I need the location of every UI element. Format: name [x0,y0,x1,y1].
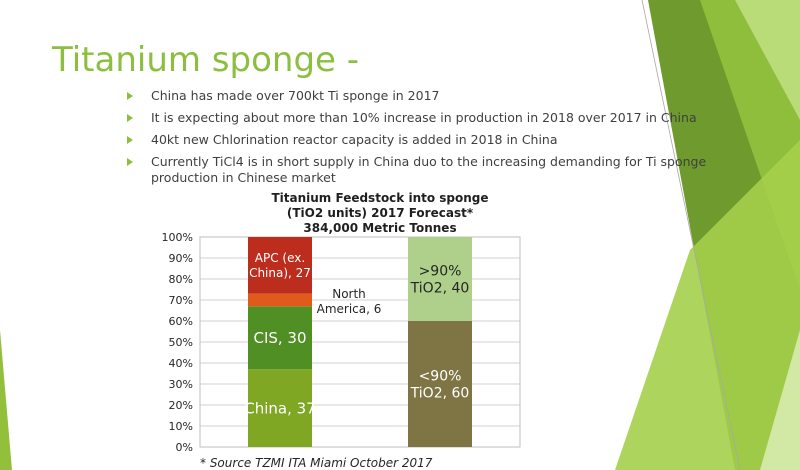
y-tick-label: 0% [176,441,193,454]
bullet-arrow-icon [127,136,133,144]
y-tick-label: 40% [169,357,193,370]
bullet-arrow-icon [127,92,133,100]
bullet-text: It is expecting about more than 10% incr… [151,110,697,125]
decor-corner-band [760,330,800,470]
data-label: North [332,287,366,301]
decor-light-band [735,0,800,120]
data-label: >90% [419,263,462,279]
data-label: TiO2, 60 [410,385,470,401]
plot-area [199,236,521,448]
bar-segment [248,237,312,294]
bar-segment [248,306,312,370]
chart-title-line: (TiO2 units) 2017 Forecast* [287,206,474,220]
y-tick-label: 90% [169,252,193,265]
data-label: CIS, 30 [253,329,306,347]
bullet-arrow-icon [127,114,133,122]
feedstock-chart: Titanium Feedstock into sponge(TiO2 unit… [162,191,521,454]
bar-segment [408,237,472,321]
bullet-text: 40kt new Chlorination reactor capacity i… [151,132,558,147]
y-tick-label: 30% [169,378,193,391]
data-label: China, 37 [244,399,315,417]
bullet-list: China has made over 700kt Ti sponge in 2… [127,88,707,192]
chart-title-line: 384,000 Metric Tonnes [303,221,456,235]
data-label: TiO2, 40 [410,280,470,296]
bar-segment [408,321,472,447]
y-tick-label: 10% [169,420,193,433]
data-label: APC (ex. [255,251,305,265]
data-label: America, 6 [317,302,382,316]
bullet-item: Currently TiCl4 is in short supply in Ch… [127,154,707,186]
bar-segment [248,293,312,307]
decor-line [641,0,741,470]
data-label: China), 27 [249,266,311,280]
y-tick-label: 70% [169,294,193,307]
bullet-item: China has made over 700kt Ti sponge in 2… [127,88,707,104]
y-tick-label: 50% [169,336,193,349]
decor-lower-band [615,140,800,470]
y-tick-label: 100% [162,231,193,244]
y-tick-label: 60% [169,315,193,328]
slide-title: Titanium sponge - [52,40,360,80]
data-label: <90% [419,368,462,384]
bullet-text: China has made over 700kt Ti sponge in 2… [151,88,440,103]
decor-left-band [0,330,12,470]
y-tick-label: 20% [169,399,193,412]
bar-segment [248,369,312,447]
source-note: * Source TZMI ITA Miami October 2017 [200,456,433,470]
bullet-text: Currently TiCl4 is in short supply in Ch… [151,154,707,185]
y-tick-label: 80% [169,273,193,286]
bullet-item: 40kt new Chlorination reactor capacity i… [127,132,707,148]
chart-title-line: Titanium Feedstock into sponge [271,191,488,205]
bullet-arrow-icon [127,158,133,166]
bullet-item: It is expecting about more than 10% incr… [127,110,707,126]
